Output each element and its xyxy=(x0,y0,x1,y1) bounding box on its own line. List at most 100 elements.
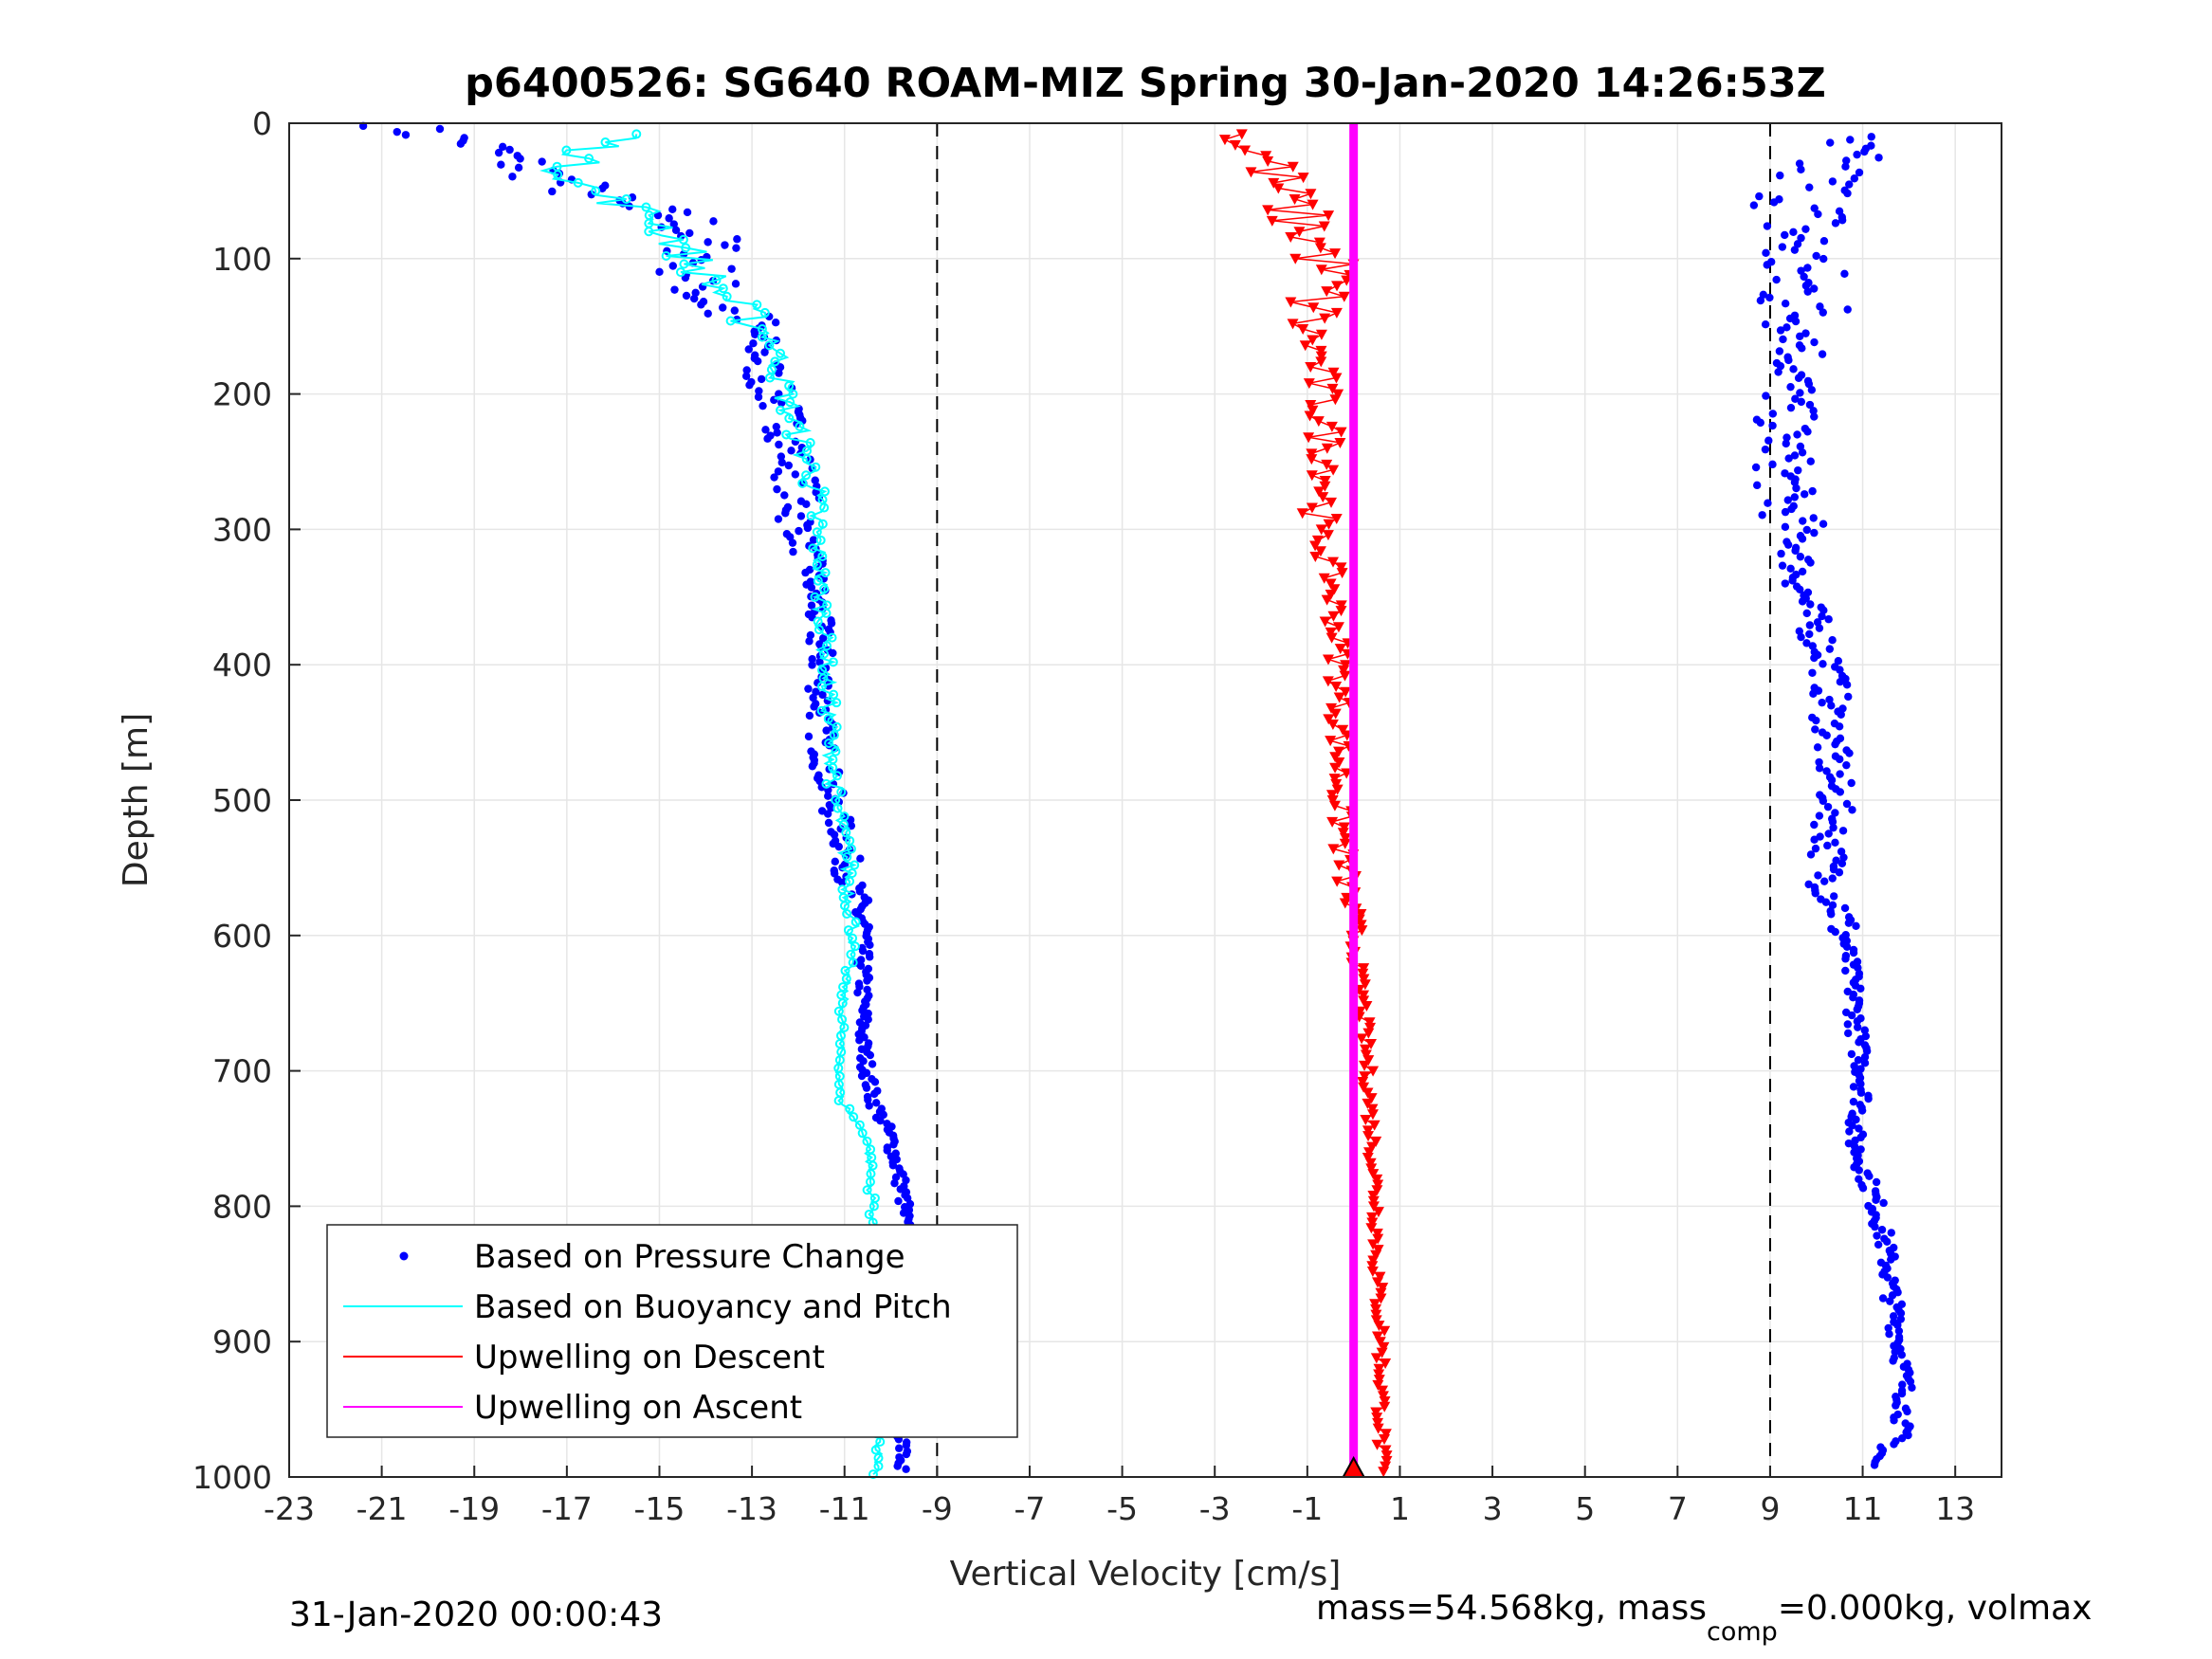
pressure-ascent-point xyxy=(1815,757,1823,767)
upwelling-descent-point xyxy=(1380,1450,1393,1462)
pressure-descent-point xyxy=(670,285,679,294)
pressure-ascent-point xyxy=(1813,743,1822,752)
upwelling-descent-point xyxy=(1312,416,1325,428)
upwelling-descent-point xyxy=(1335,562,1347,574)
pressure-ascent-point xyxy=(1810,337,1819,347)
x-tick-label: -7 xyxy=(1015,1490,1046,1527)
upwelling-descent-point xyxy=(1293,227,1306,238)
buoyancy-pitch-point xyxy=(842,851,852,862)
pressure-descent-point xyxy=(671,226,681,235)
upwelling-descent-point xyxy=(1287,319,1299,330)
pressure-ascent-point xyxy=(1789,365,1798,374)
pressure-descent-point xyxy=(894,1196,903,1206)
upwelling-descent-point xyxy=(1340,660,1352,671)
upwelling-descent-point xyxy=(1380,1445,1392,1456)
pressure-ascent-point xyxy=(1853,1005,1861,1013)
legend-label-upwelling-ascent: Upwelling on Ascent xyxy=(474,1389,802,1427)
pressure-ascent-point xyxy=(1772,275,1781,284)
pressure-descent-point xyxy=(721,241,729,249)
pressure-ascent-point xyxy=(1848,1121,1856,1130)
buoyancy-pitch-point xyxy=(819,584,830,594)
upwelling-descent-point xyxy=(1367,1066,1380,1077)
pressure-ascent-point xyxy=(1892,1401,1900,1410)
pressure-ascent-point xyxy=(1810,653,1819,663)
pressure-descent-point xyxy=(866,1050,875,1060)
pressure-ascent-point xyxy=(1775,347,1784,356)
upwelling-descent-point xyxy=(1272,183,1285,194)
pressure-ascent-point xyxy=(1787,504,1796,514)
pressure-ascent-point xyxy=(1828,874,1837,883)
pressure-descent-point xyxy=(754,392,763,401)
buoyancy-pitch-point xyxy=(776,405,786,415)
buoyancy-pitch-point xyxy=(584,154,594,164)
buoyancy-pitch-point xyxy=(850,917,861,927)
pressure-ascent-point xyxy=(1908,1383,1916,1392)
pressure-ascent-point xyxy=(1889,1312,1898,1321)
x-tick-label: -11 xyxy=(819,1490,870,1527)
pressure-descent-point xyxy=(824,818,833,828)
upwelling-descent-point xyxy=(1326,720,1339,731)
pressure-ascent-point xyxy=(1797,266,1805,275)
pressure-ascent-point xyxy=(1873,1231,1881,1240)
pressure-ascent-point xyxy=(1843,1020,1853,1029)
pressure-descent-point xyxy=(755,387,763,395)
pressure-descent-point xyxy=(777,458,786,467)
buoyancy-pitch-point xyxy=(819,486,830,497)
upwelling-descent-point xyxy=(1315,524,1327,536)
pressure-ascent-point xyxy=(1800,272,1808,282)
upwelling-descent-point xyxy=(1331,281,1344,292)
buoyancy-pitch-point xyxy=(841,974,851,984)
upwelling-descent-point xyxy=(1328,584,1341,595)
pressure-descent-point xyxy=(773,428,781,437)
pressure-descent-point xyxy=(806,630,815,640)
pressure-ascent-point xyxy=(1827,775,1837,785)
pressure-ascent-point xyxy=(1749,201,1759,210)
buoyancy-pitch-point xyxy=(808,543,818,554)
series-upwelling-descent xyxy=(1218,129,1393,1478)
pressure-ascent-point xyxy=(1847,778,1856,788)
pressure-ascent-point xyxy=(1883,1237,1892,1247)
buoyancy-pitch-point xyxy=(865,1176,875,1187)
upwelling-descent-point xyxy=(1260,151,1272,162)
upwelling-descent-point xyxy=(1333,692,1345,703)
pressure-ascent-point xyxy=(1841,955,1850,963)
upwelling-descent-point xyxy=(1262,155,1274,167)
pressure-ascent-point xyxy=(1856,1088,1866,1097)
upwelling-descent-point xyxy=(1370,1309,1382,1321)
pressure-ascent-point xyxy=(1854,1023,1862,1031)
buoyancy-pitch-point xyxy=(814,625,824,635)
pressure-ascent-point xyxy=(1781,230,1789,240)
buoyancy-pitch-point xyxy=(832,771,842,781)
pressure-ascent-point xyxy=(1805,400,1815,410)
buoyancy-pitch-point xyxy=(862,1136,872,1146)
buoyancy-pitch-point xyxy=(873,1461,884,1471)
legend-label-pressure: Based on Pressure Change xyxy=(474,1238,905,1276)
upwelling-descent-point xyxy=(1262,205,1274,216)
pressure-ascent-point xyxy=(1810,204,1819,212)
pressure-ascent-point xyxy=(1847,1011,1856,1020)
y-tick-label: 900 xyxy=(212,1323,272,1360)
upwelling-descent-point xyxy=(1323,714,1335,725)
pressure-ascent-point xyxy=(1810,820,1819,830)
pressure-descent-point xyxy=(896,1185,905,1194)
pressure-descent-point xyxy=(863,976,871,985)
pressure-ascent-point xyxy=(1829,823,1837,832)
pressure-ascent-point xyxy=(1778,243,1787,251)
pressure-ascent-point xyxy=(1855,1124,1863,1133)
upwelling-descent-point xyxy=(1368,1120,1380,1131)
x-axis-label: Vertical Velocity [cm/s] xyxy=(950,1555,1342,1594)
pressure-descent-point xyxy=(824,792,832,800)
pressure-descent-point xyxy=(761,426,770,434)
pressure-descent-point xyxy=(809,536,818,544)
buoyancy-pitch-point xyxy=(811,462,821,472)
pressure-ascent-point xyxy=(1847,1049,1856,1059)
pressure-ascent-point xyxy=(1765,293,1774,302)
pressure-descent-point xyxy=(829,648,837,658)
pressure-ascent-point xyxy=(1835,868,1844,877)
pressure-ascent-point xyxy=(1842,942,1852,951)
upwelling-descent-point xyxy=(1326,816,1339,828)
pressure-descent-point xyxy=(855,887,865,896)
pressure-descent-point xyxy=(864,1042,872,1050)
pressure-descent-point xyxy=(731,280,740,288)
pressure-ascent-point xyxy=(1783,496,1792,504)
